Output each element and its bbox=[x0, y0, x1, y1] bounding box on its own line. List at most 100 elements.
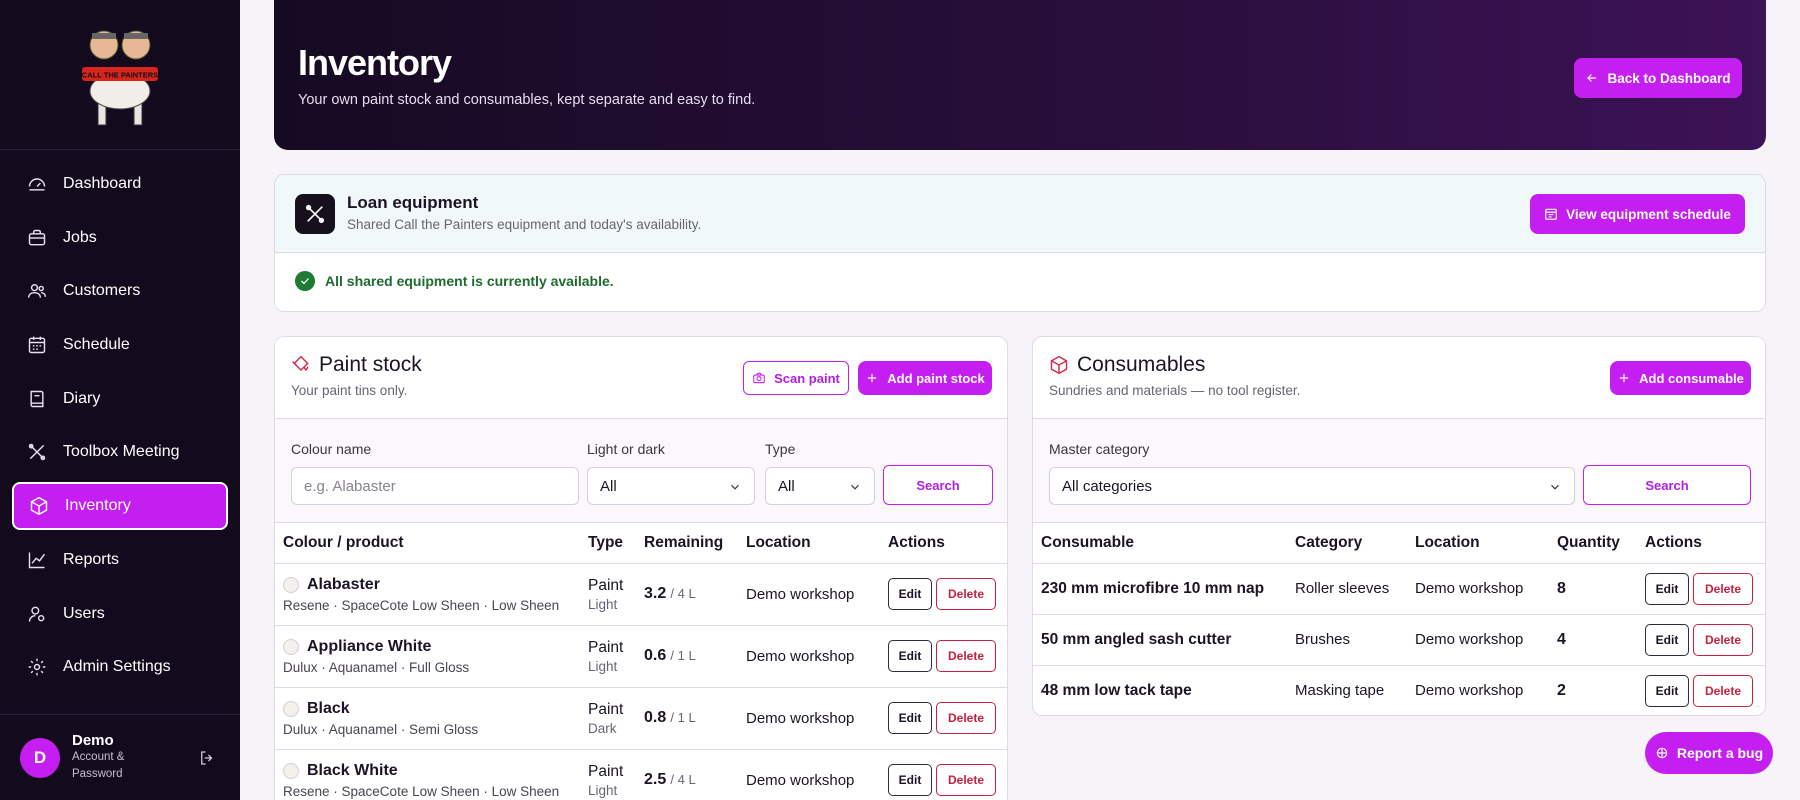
chevron-down-icon bbox=[1548, 480, 1562, 494]
account-link[interactable]: Account & Password bbox=[72, 751, 125, 780]
page-header: Inventory Your own paint stock and consu… bbox=[274, 0, 1766, 150]
table-row: Appliance White Dulux · Aquanamel · Full … bbox=[275, 625, 1007, 688]
sidebar-item-inventory[interactable]: Inventory bbox=[12, 482, 228, 531]
master-category-select[interactable]: All categories bbox=[1049, 467, 1575, 505]
colour-name-label: Colour name bbox=[291, 441, 372, 457]
sidebar-item-dashboard[interactable]: Dashboard bbox=[12, 160, 228, 208]
logo-area: CALL THE PAINTERS bbox=[0, 0, 240, 150]
box-icon bbox=[1049, 355, 1069, 375]
column-header: Consumable bbox=[1033, 523, 1287, 564]
sidebar-item-label: Toolbox Meeting bbox=[63, 443, 180, 461]
delete-button[interactable]: Delete bbox=[936, 702, 996, 734]
edit-button[interactable]: Edit bbox=[1645, 572, 1689, 605]
colour-swatch bbox=[283, 762, 299, 779]
edit-button[interactable]: Edit bbox=[888, 640, 932, 672]
calendar-icon bbox=[1545, 208, 1557, 220]
view-equipment-schedule-button[interactable]: View equipment schedule bbox=[1530, 194, 1745, 234]
paint-stock-subtitle: Your paint tins only. bbox=[291, 383, 408, 398]
sidebar-item-reports[interactable]: Reports bbox=[12, 536, 228, 584]
consumables-title: Consumables bbox=[1077, 353, 1206, 376]
sidebar-item-toolbox-meeting[interactable]: Toolbox Meeting bbox=[12, 428, 228, 476]
sidebar-item-diary[interactable]: Diary bbox=[12, 375, 228, 423]
delete-button[interactable]: Delete bbox=[1693, 572, 1753, 605]
delete-button[interactable]: Delete bbox=[936, 764, 996, 796]
table-row: 50 mm angled sash cutter Brushes Demo wo… bbox=[1033, 614, 1765, 666]
sidebar-item-users[interactable]: Users bbox=[12, 590, 228, 638]
column-header: Category bbox=[1287, 523, 1407, 564]
colour-swatch bbox=[283, 638, 299, 655]
sidebar-item-label: Customers bbox=[63, 282, 141, 300]
master-category-label: Master category bbox=[1049, 441, 1150, 457]
edit-button[interactable]: Edit bbox=[1645, 674, 1689, 707]
plus-icon bbox=[868, 373, 877, 383]
sidebar-item-label: Schedule bbox=[63, 336, 130, 354]
paint-filters: Colour name e.g. Alabaster Light or dark… bbox=[275, 419, 1007, 523]
delete-button[interactable]: Delete bbox=[936, 578, 996, 610]
back-to-dashboard-button[interactable]: Back to Dashboard bbox=[1574, 58, 1742, 98]
book-icon bbox=[26, 388, 48, 410]
table-row: 48 mm low tack tape Masking tape Demo wo… bbox=[1033, 665, 1765, 715]
delete-button[interactable]: Delete bbox=[936, 640, 996, 672]
logout-icon[interactable] bbox=[198, 749, 216, 767]
sidebar-item-admin-settings[interactable]: Admin Settings bbox=[12, 643, 228, 691]
light-dark-label: Light or dark bbox=[587, 441, 665, 457]
column-header: Colour / product bbox=[275, 523, 580, 564]
column-header: Remaining bbox=[636, 523, 738, 564]
sidebar-item-label: Users bbox=[63, 604, 105, 622]
sidebar-item-label: Dashboard bbox=[63, 175, 142, 192]
consumable-filters: Master category All categories Search bbox=[1033, 419, 1765, 523]
edit-button[interactable]: Edit bbox=[888, 764, 932, 796]
paint-search-button[interactable]: Search bbox=[883, 465, 993, 505]
briefcase-icon bbox=[26, 227, 48, 249]
light-dark-select[interactable]: All bbox=[587, 467, 755, 505]
chevron-down-icon bbox=[848, 480, 862, 494]
box-icon bbox=[28, 495, 50, 517]
main-content: Inventory Your own paint stock and consu… bbox=[274, 0, 1766, 800]
sidebar-item-label: Jobs bbox=[63, 228, 97, 246]
add-consumable-button[interactable]: Add consumable bbox=[1610, 361, 1751, 395]
consumables-subtitle: Sundries and materials — no tool registe… bbox=[1049, 383, 1301, 398]
loan-equipment-card: Loan equipment Shared Call the Painters … bbox=[274, 174, 1766, 312]
loan-title: Loan equipment bbox=[347, 193, 479, 212]
type-select[interactable]: All bbox=[765, 467, 875, 505]
edit-button[interactable]: Edit bbox=[888, 578, 932, 610]
consumables-panel: Consumables Sundries and materials — no … bbox=[1032, 336, 1766, 716]
add-paint-stock-button[interactable]: Add paint stock bbox=[858, 361, 992, 395]
consumable-search-button[interactable]: Search bbox=[1583, 465, 1751, 505]
column-header: Quantity bbox=[1549, 523, 1637, 564]
bug-icon bbox=[1656, 747, 1668, 759]
column-header: Location bbox=[1407, 523, 1549, 564]
user-icon bbox=[26, 603, 48, 625]
table-row: Black Dulux · Aquanamel · Semi Gloss Pain… bbox=[275, 687, 1007, 750]
avatar[interactable]: D bbox=[20, 737, 60, 778]
call-the-painters-logo[interactable]: CALL THE PAINTERS bbox=[78, 19, 162, 131]
table-row: 230 mm microfibre 10 mm nap Roller sleev… bbox=[1033, 563, 1765, 615]
delete-button[interactable]: Delete bbox=[1693, 623, 1753, 656]
users-icon bbox=[26, 280, 48, 302]
table-row: Black White Resene · SpaceCote Low Sheen … bbox=[275, 749, 1007, 800]
column-header: Actions bbox=[880, 523, 1007, 564]
tools-icon bbox=[295, 194, 335, 234]
edit-button[interactable]: Edit bbox=[1645, 623, 1689, 656]
colour-name-input[interactable]: e.g. Alabaster bbox=[291, 467, 579, 505]
sidebar-item-label: Admin Settings bbox=[63, 658, 171, 676]
edit-button[interactable]: Edit bbox=[888, 702, 932, 734]
sidebar-item-label: Inventory bbox=[65, 497, 131, 515]
sidebar: CALL THE PAINTERS Dashboard Jobs Custome… bbox=[0, 0, 240, 800]
sidebar-item-label: Reports bbox=[63, 550, 120, 568]
colour-swatch bbox=[283, 700, 299, 717]
report-bug-button[interactable]: Report a bug bbox=[1645, 732, 1773, 774]
column-header: Actions bbox=[1637, 523, 1765, 564]
delete-button[interactable]: Delete bbox=[1693, 674, 1753, 707]
page-title: Inventory bbox=[298, 42, 452, 83]
sidebar-item-schedule[interactable]: Schedule bbox=[12, 321, 228, 369]
consumables-table: Consumable Category Location Quantity Ac… bbox=[1033, 523, 1765, 715]
account-area[interactable]: D Demo Account & Password bbox=[0, 714, 240, 800]
sidebar-item-customers[interactable]: Customers bbox=[12, 267, 228, 315]
dashboard-icon bbox=[26, 173, 48, 195]
sidebar-item-jobs[interactable]: Jobs bbox=[12, 214, 228, 262]
tools-icon bbox=[26, 441, 48, 463]
camera-icon bbox=[753, 372, 765, 384]
scan-paint-button[interactable]: Scan paint bbox=[743, 361, 849, 395]
chart-icon bbox=[26, 549, 48, 571]
